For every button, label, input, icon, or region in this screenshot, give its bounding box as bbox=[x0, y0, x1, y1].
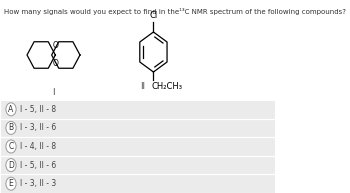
Circle shape bbox=[6, 140, 16, 153]
Text: II: II bbox=[141, 82, 146, 91]
Text: O: O bbox=[52, 59, 58, 69]
Circle shape bbox=[6, 159, 16, 172]
Bar bbox=[0, 119, 275, 137]
Text: How many signals would you expect to find in the¹³C NMR spectrum of the followin: How many signals would you expect to fin… bbox=[4, 8, 346, 15]
Text: I - 4, II - 8: I - 4, II - 8 bbox=[20, 142, 57, 151]
Bar bbox=[0, 137, 275, 156]
Text: I - 3, II - 6: I - 3, II - 6 bbox=[20, 123, 57, 132]
Bar bbox=[0, 174, 275, 193]
Text: B: B bbox=[8, 123, 14, 132]
Text: C: C bbox=[8, 142, 14, 151]
Text: CH₂CH₃: CH₂CH₃ bbox=[152, 82, 183, 91]
Text: I - 3, II - 3: I - 3, II - 3 bbox=[20, 179, 57, 188]
Circle shape bbox=[6, 121, 16, 134]
Circle shape bbox=[6, 103, 16, 116]
Circle shape bbox=[6, 177, 16, 190]
Text: I - 5, II - 8: I - 5, II - 8 bbox=[20, 105, 57, 114]
Text: A: A bbox=[8, 105, 14, 114]
Bar bbox=[0, 156, 275, 174]
Text: O: O bbox=[52, 41, 58, 51]
Bar bbox=[0, 100, 275, 119]
Text: Cl: Cl bbox=[149, 11, 158, 20]
Text: D: D bbox=[8, 161, 14, 170]
Text: I: I bbox=[52, 88, 55, 97]
Text: E: E bbox=[9, 179, 13, 188]
Text: I - 5, II - 6: I - 5, II - 6 bbox=[20, 161, 57, 170]
